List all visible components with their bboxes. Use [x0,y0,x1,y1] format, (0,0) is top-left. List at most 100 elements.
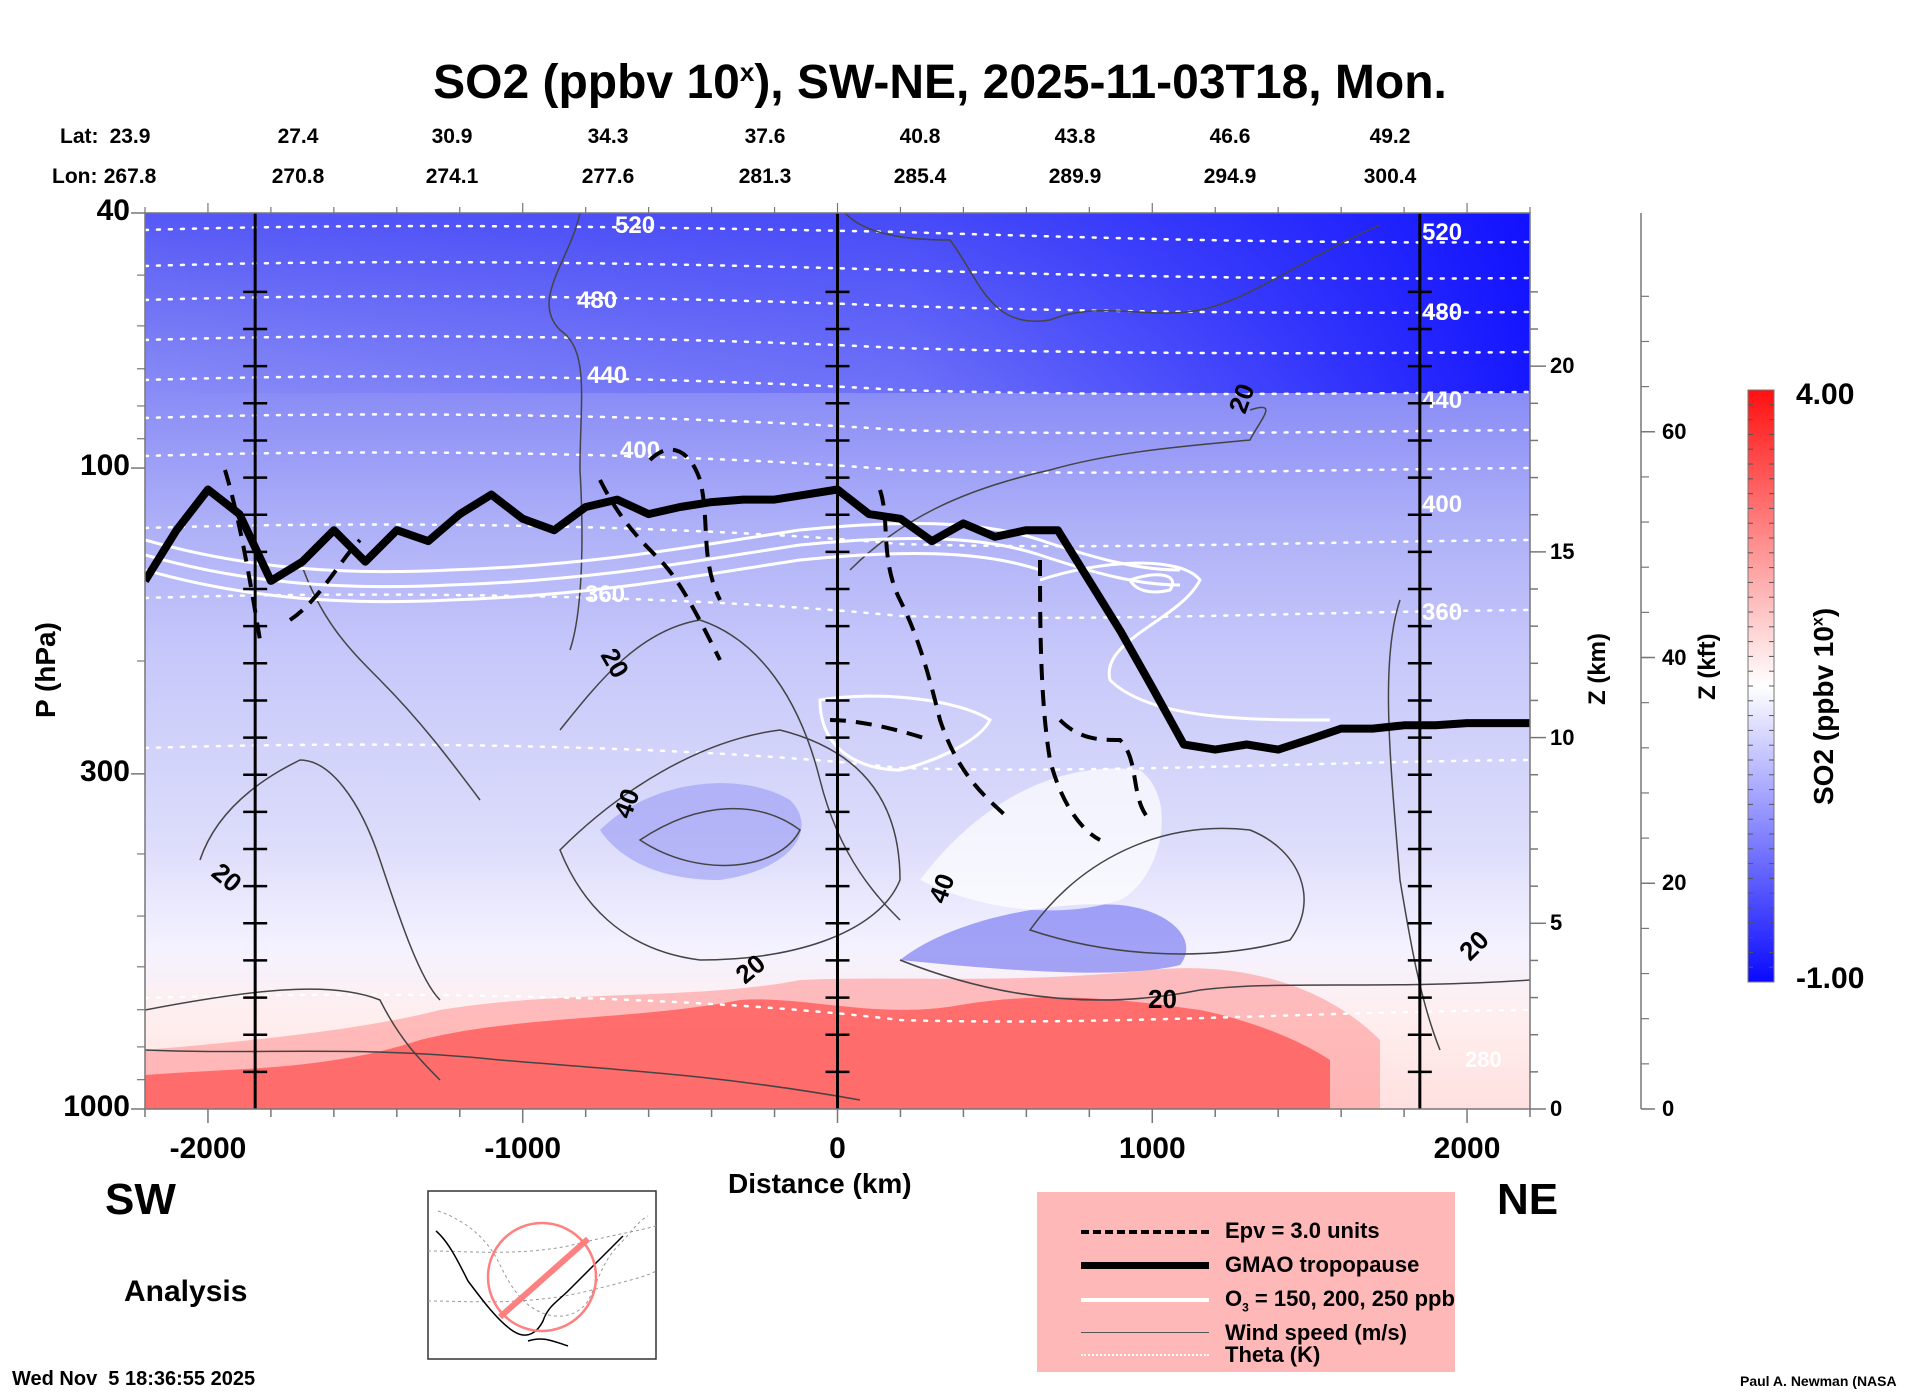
wind-contour-line [1387,599,1441,1051]
distance-axis-ticks [144,203,1531,1123]
colorbar-ticks [1748,404,1774,968]
inset-latitude-line [437,1210,649,1317]
theta-contour-label: 280 [1465,1047,1502,1072]
epv-contour-line [1058,718,1152,822]
heatmap-blue-core-2 [600,783,802,880]
z-km-axis-ticks [1530,291,1546,1110]
theta-contour-line [145,993,1530,1023]
ozone-contour-line [145,536,1181,589]
wind-contour-line [299,559,481,801]
x-tick-label: -1000 [484,1132,562,1165]
ozone-contour-line [818,694,992,772]
lon-value: 274.1 [425,165,479,188]
legend-item-theta: Theta (K) [1037,1338,1455,1372]
dotted-line-icon [1081,1354,1209,1356]
legend-item-epv: Epv = 3.0 units [1037,1214,1455,1248]
theta-contour-label: 520 [615,212,655,239]
ozone-contour-line [145,551,1041,604]
ozone-contour-line [1039,561,1331,722]
y-axis-label: P (hPa) [30,622,61,718]
colorbar-min-label: -1.00 [1796,962,1865,995]
ozone-contours [145,521,1331,772]
epv-contour-line [829,718,931,742]
z-kft-tick-label: 40 [1662,644,1687,670]
wind-contour-line [849,406,1267,571]
wind-contour-line [145,988,441,1081]
lon-value: 300.4 [1363,165,1417,188]
legend-label: Epv = 3.0 units [1225,1218,1380,1243]
lat-value: 30.9 [431,125,473,148]
wind-contour-label: 20 [1148,984,1177,1014]
p-tick-label: 40 [96,194,130,227]
wind-contour-line [899,959,1530,1001]
wind-contour-line [1028,827,1305,955]
lon-value: 277.6 [581,165,635,188]
epv-contour-line [288,538,362,622]
wind-contour-line [199,759,441,1001]
x-tick-label: -2000 [169,1132,247,1165]
lat-value: 23.9 [109,125,151,148]
legend-item-wind: Wind speed (m/s) [1037,1316,1455,1350]
lat-value: 37.6 [744,125,786,148]
footer-credit: Paul A. Newman (NASA [1740,1373,1897,1389]
x-tick-label: 0 [829,1132,846,1165]
colorbar-title: SO2 (ppbv 10x) [1808,607,1839,805]
ne-label: NE [1497,1175,1559,1224]
theta-contour-line [145,413,1530,435]
legend: Epv = 3.0 units GMAO tropopause O3 = 150… [1037,1192,1455,1372]
theta-contour-label: 360 [585,581,625,608]
thick-line-icon [1081,1262,1209,1269]
lon-value: 281.3 [738,165,792,188]
heatmap-white-midlevel [920,768,1162,911]
inset-range-circle [486,1221,598,1333]
legend-label: Wind speed (m/s) [1225,1320,1407,1345]
lon-value: 285.4 [893,165,947,188]
epv-contour-line [878,489,1012,822]
lon-value: 289.9 [1048,165,1102,188]
x-tick-label: 1000 [1118,1132,1186,1165]
theta-contour-line [145,294,1530,314]
inset-latitude-line [427,1225,657,1253]
legend-item-tropopause: GMAO tropopause [1037,1248,1455,1282]
vertical-marker-lines [243,213,1432,1109]
lat-value: 40.8 [899,125,941,148]
heatmap-blue-midlevel-core [900,904,1187,973]
analysis-label: Analysis [124,1275,248,1308]
z-kft-axis-label: Z (kft) [1694,633,1721,700]
p-tick-label: 1000 [63,1090,130,1123]
z-kft-tick-label: 20 [1662,870,1687,896]
p-tick-label: 300 [79,754,130,788]
epv-contour-line [598,479,722,661]
inset-map [427,1190,657,1360]
legend-item-ozone: O3 = 150, 200, 250 ppb [1037,1282,1455,1316]
lat-value: 27.4 [277,125,319,148]
theta-contour-line [145,335,1530,355]
theta-contour-line [145,451,1530,474]
white-line-icon [1081,1298,1209,1302]
lat-value: 43.8 [1054,125,1096,148]
wind-contour-line [638,807,801,867]
theta-contour-line [145,375,1530,396]
lat-value: 49.2 [1369,125,1411,148]
dashed-line-icon [1081,1230,1209,1234]
wind-contour-line [844,213,1381,323]
inset-coastline [527,1338,569,1347]
theta-contour-label: 440 [587,362,627,389]
lon-value: 270.8 [271,165,325,188]
p-tick-label: 100 [79,449,130,483]
wind-contour-line [559,729,901,961]
z-km-tick-label: 15 [1550,538,1575,564]
theta-contour-line [145,743,1530,771]
lat-value: 34.3 [587,125,629,148]
theta-contour-label: 400 [620,437,660,464]
z-kft-tick-label: 60 [1662,418,1687,444]
x-tick-label: 2000 [1433,1132,1501,1165]
inset-map-frame [427,1190,657,1360]
epv-contour-line [1038,559,1101,842]
legend-label: GMAO tropopause [1225,1252,1420,1277]
lon-value: 294.9 [1203,165,1257,188]
ozone-contour-line [145,521,1181,574]
x-axis-label: Distance (km) [728,1168,912,1199]
